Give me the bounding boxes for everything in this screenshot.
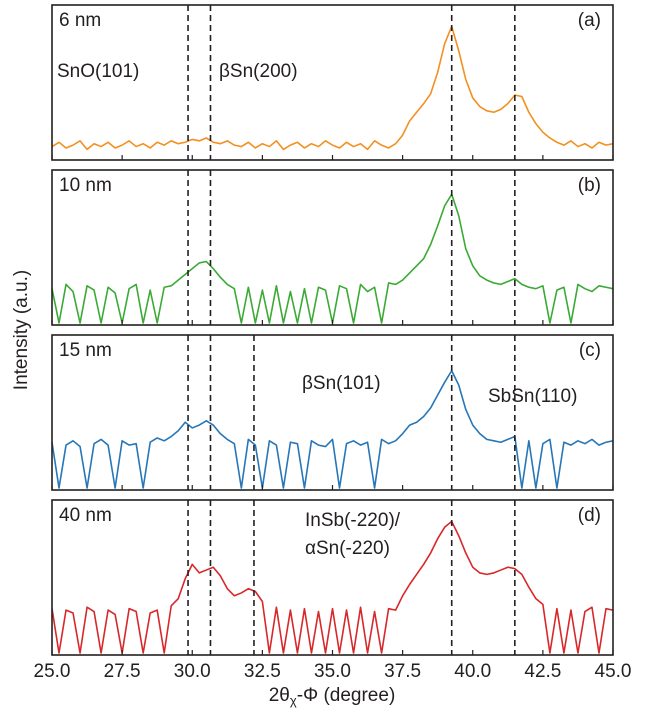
peak-annotation: βSn(101) bbox=[302, 373, 381, 394]
peak-annotation: αSn(-220) bbox=[305, 538, 390, 559]
x-tick-label: 30.0 bbox=[174, 661, 211, 682]
peak-annotation: SbSn(110) bbox=[488, 386, 577, 407]
x-label-rest: -Φ (degree) bbox=[297, 685, 396, 706]
panel-label: 15 nm bbox=[59, 340, 112, 361]
x-tick-label: 42.5 bbox=[524, 661, 561, 682]
panel-tag: (a) bbox=[578, 10, 601, 31]
panel-label: 6 nm bbox=[59, 10, 101, 31]
panel-tag: (c) bbox=[579, 340, 601, 361]
panel-tag: (d) bbox=[578, 505, 601, 526]
x-tick-label: 25.0 bbox=[34, 661, 71, 682]
x-label-sub: χ bbox=[290, 693, 297, 708]
panel-label: 40 nm bbox=[59, 505, 112, 526]
x-tick-label: 37.5 bbox=[384, 661, 421, 682]
data-line bbox=[51, 520, 614, 654]
data-line bbox=[51, 369, 614, 489]
x-tick-label: 40.0 bbox=[454, 661, 491, 682]
y-axis-label: Intensity (a.u.) bbox=[11, 270, 32, 390]
peak-annotation: InSb(-220)/ bbox=[305, 510, 401, 531]
panel-frame bbox=[51, 4, 614, 161]
x-label-main: 2θ bbox=[269, 685, 290, 706]
panel-tag: (b) bbox=[578, 175, 601, 196]
peak-annotation: SnO(101) bbox=[57, 61, 139, 82]
panel-frame bbox=[51, 169, 614, 326]
x-tick-label: 27.5 bbox=[104, 661, 141, 682]
x-tick-label: 45.0 bbox=[595, 661, 632, 682]
panel-label: 10 nm bbox=[59, 175, 112, 196]
x-tick-label: 32.5 bbox=[244, 661, 281, 682]
data-line bbox=[51, 25, 614, 151]
x-tick-label: 35.0 bbox=[314, 661, 351, 682]
x-axis-label: 2θχ-Φ (degree) bbox=[269, 685, 396, 708]
panel-frame bbox=[51, 334, 614, 491]
peak-annotation: βSn(200) bbox=[219, 61, 298, 82]
data-line bbox=[51, 193, 614, 324]
